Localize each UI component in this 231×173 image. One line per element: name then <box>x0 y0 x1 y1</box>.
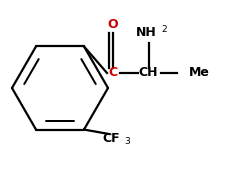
Text: 2: 2 <box>161 25 167 34</box>
Text: Me: Me <box>189 66 210 80</box>
Text: CH: CH <box>138 66 158 80</box>
Text: 3: 3 <box>124 136 130 145</box>
Text: NH: NH <box>136 26 156 39</box>
Text: CF: CF <box>102 131 120 144</box>
Text: C: C <box>108 66 118 80</box>
Text: O: O <box>108 19 118 31</box>
